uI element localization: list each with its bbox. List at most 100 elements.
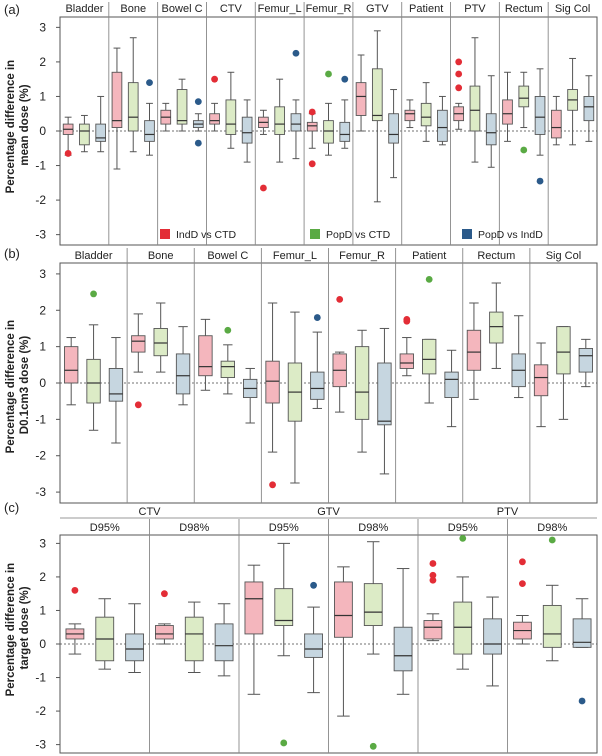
box-body: [155, 625, 174, 640]
outlier-point: [336, 295, 344, 303]
y-tick-label: 0: [39, 637, 46, 651]
panel-a-ylabel: Percentage difference in mean dose (%): [5, 57, 31, 194]
box-popd: [453, 534, 473, 670]
category-label: Bladder: [75, 250, 113, 262]
box-indd: [423, 560, 443, 642]
panel-c-label: (c): [4, 500, 19, 515]
box-body: [485, 113, 497, 146]
panel-c-ylabel: Percentage difference in target dose (%): [5, 560, 31, 697]
box-body: [153, 328, 168, 357]
category-label: Patient: [409, 3, 443, 15]
y-tick-label: -2: [35, 449, 46, 463]
box-popd-indd: [444, 349, 459, 428]
y-tick-label: -1: [35, 159, 46, 173]
box-popd-indd: [583, 75, 595, 142]
outlier-point: [341, 75, 349, 83]
box-popd: [469, 37, 481, 163]
box-indd: [64, 337, 79, 406]
box-indd: [332, 295, 347, 413]
outlier-point: [64, 150, 72, 157]
box-body: [469, 85, 481, 132]
panel-c-plot: CTV GTV PTV -3 -2 -1 0 1 2 3 D95% D98% D95% D98% D95% D…: [35, 506, 598, 754]
box-body: [550, 109, 562, 139]
box-indd: [502, 71, 513, 142]
box-indd: [404, 99, 416, 129]
box-popd-indd: [125, 603, 144, 674]
box-popd-indd: [578, 338, 593, 388]
category-label: D98%: [537, 522, 567, 534]
box-body: [184, 616, 204, 662]
box-popd: [153, 302, 168, 373]
outlier-point: [308, 108, 316, 116]
box-popd-indd: [437, 95, 448, 146]
legend-label-popd-indd: PopD vs IndD: [478, 229, 543, 241]
y-tick-label: 2: [39, 55, 46, 69]
box-body: [304, 633, 323, 658]
box-popd: [354, 329, 370, 453]
box-indd: [160, 102, 172, 132]
group-label-gtv: GTV: [317, 506, 340, 518]
outlier-point: [134, 401, 142, 409]
y-tick-label: 0: [39, 376, 46, 390]
box-body: [355, 82, 367, 116]
box-body: [583, 96, 595, 122]
category-label: GTV: [366, 3, 389, 15]
box-popd: [287, 311, 303, 484]
box-popd-indd: [243, 367, 258, 424]
y-tick-label: 2: [39, 303, 46, 317]
box-body: [175, 353, 191, 395]
box-body: [518, 85, 530, 108]
legend-swatch-popd: [310, 229, 320, 239]
box-body: [86, 358, 101, 404]
box-popd: [274, 542, 294, 747]
box-body: [64, 346, 79, 384]
box-popd-indd: [290, 49, 302, 160]
box-popd: [274, 78, 286, 163]
box-body: [79, 123, 90, 146]
outlier-point: [519, 580, 526, 588]
outlier-point: [260, 184, 267, 192]
category-label: PTV: [464, 3, 486, 15]
box-body: [339, 121, 351, 142]
panel-c-ylabel-line2: target dose (%): [19, 586, 31, 669]
box-popd: [420, 82, 432, 142]
box-body: [306, 121, 318, 132]
box-popd: [323, 70, 334, 156]
box-indd: [533, 342, 549, 428]
panel-a: (a) Percentage difference in mean dose (…: [4, 2, 598, 246]
panel-b-plot: -3 -2 -1 0 1 2 3 Bladder Bone Bowel C Femur_L Femur…: [35, 248, 598, 504]
box-body: [363, 583, 383, 627]
legend-label-indd: IndD vs CTD: [176, 229, 237, 241]
outlier-point: [325, 70, 332, 78]
panel-a-ylabel-line1: Percentage difference in: [5, 60, 17, 194]
box-body: [225, 99, 237, 135]
box-body: [556, 326, 571, 375]
box-popd: [542, 536, 562, 662]
box-indd: [258, 109, 269, 192]
box-popd: [518, 71, 530, 154]
box-body: [502, 99, 513, 125]
category-label: D95%: [269, 522, 299, 534]
box-popd: [127, 37, 139, 153]
category-label: Sig Col: [546, 250, 581, 262]
box-popd: [220, 326, 235, 395]
box-popd-indd: [572, 598, 592, 705]
box-popd: [556, 326, 571, 420]
outlier-point: [519, 558, 526, 566]
category-label: Femur_R: [339, 250, 385, 262]
category-label: Patient: [412, 250, 446, 262]
box-body: [144, 120, 155, 142]
box-popd: [176, 78, 188, 132]
outlier-point: [308, 160, 316, 168]
outlier-point: [520, 146, 528, 154]
y-tick-label: -1: [35, 671, 46, 685]
box-popd-indd: [175, 326, 191, 406]
group-label-ctv: CTV: [139, 506, 162, 518]
category-label: Bowel C: [207, 250, 248, 262]
legend-label-popd: PopD vs CTD: [326, 229, 391, 241]
outlier-point: [425, 275, 433, 283]
category-label: Rectum: [477, 250, 515, 262]
box-body: [95, 123, 107, 142]
panel-a-ylabel-line2: mean dose (%): [19, 84, 31, 165]
box-popd-indd: [108, 337, 124, 444]
